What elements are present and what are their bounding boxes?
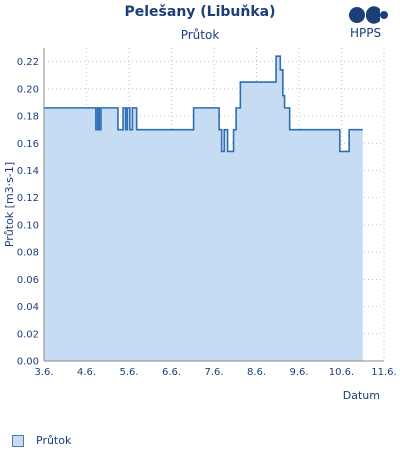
y-tick-label: 0.06 [17, 275, 39, 286]
x-tick-label: 9.6. [289, 367, 308, 378]
y-tick-label: 0.04 [17, 302, 39, 313]
y-tick-label: 0.08 [17, 248, 39, 259]
y-tick-label: 0.16 [17, 139, 39, 150]
y-tick-label: 0.14 [17, 166, 39, 177]
x-axis-label: Datum [343, 389, 380, 402]
x-tick-label: 7.6. [204, 367, 223, 378]
y-axis-label: Průtok [m3·s-1] [3, 162, 16, 247]
x-tick-label: 11.6. [371, 367, 396, 378]
y-tick-label: 0.10 [17, 220, 39, 231]
series-line [44, 55, 363, 153]
x-tick-label: 5.6. [119, 367, 138, 378]
x-tick-label: 6.6. [162, 367, 181, 378]
hpps-logo-icon [349, 6, 388, 24]
y-tick-label: 0.02 [17, 329, 39, 340]
y-tick-label: 0.18 [17, 112, 39, 123]
y-tick-label: 0.20 [17, 84, 39, 95]
x-tick-label: 3.6. [34, 367, 53, 378]
x-tick-label: 4.6. [77, 367, 96, 378]
legend: Průtok [12, 434, 71, 447]
chart-title: Pelešany (Libuňka) [124, 4, 276, 20]
y-tick-label: 0.00 [17, 357, 39, 368]
series-area-fill [44, 56, 363, 361]
legend-label: Průtok [36, 434, 72, 447]
chart-area: 0.00 0.02 0.04 0.06 0.08 0.10 0.12 0.14 0.16 0.18… [3, 48, 397, 402]
legend-swatch [12, 434, 24, 447]
x-tick-label: 8.6. [247, 367, 266, 378]
chart-subtitle: Průtok [180, 28, 220, 42]
y-tick-label: 0.12 [17, 193, 39, 204]
y-tick-label: 0.22 [17, 57, 39, 68]
logo-text: HPPS [350, 26, 382, 40]
x-tick-label: 10.6. [329, 367, 354, 378]
